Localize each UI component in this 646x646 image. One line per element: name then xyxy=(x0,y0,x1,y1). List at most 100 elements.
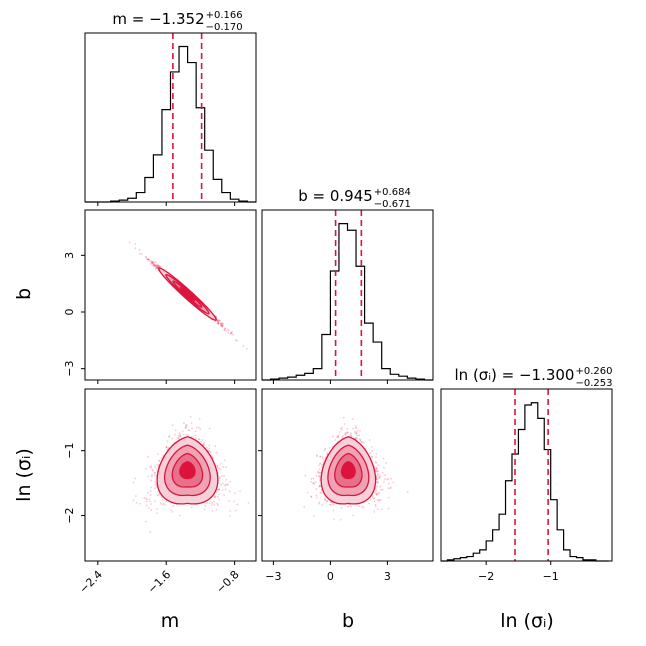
sample-point xyxy=(318,471,321,474)
sample-point xyxy=(218,467,221,470)
sample-point xyxy=(152,264,155,267)
sample-point xyxy=(377,480,379,483)
sample-point xyxy=(217,318,219,321)
y-tick-label-b: 0 xyxy=(63,309,76,316)
sample-point xyxy=(389,487,392,490)
sample-point xyxy=(377,491,380,494)
sample-point xyxy=(145,498,148,501)
sample-point xyxy=(387,487,390,490)
sample-point xyxy=(220,324,223,326)
sample-point xyxy=(223,459,226,462)
sample-point xyxy=(369,452,372,455)
sample-point xyxy=(323,449,326,452)
sample-point xyxy=(374,503,377,506)
sample-point xyxy=(227,483,229,486)
sample-point xyxy=(312,477,315,480)
sample-point xyxy=(158,264,161,267)
sample-point xyxy=(317,502,320,505)
sample-point xyxy=(147,258,150,261)
sample-point xyxy=(152,262,155,265)
title-median: 0.945 xyxy=(330,187,373,205)
sample-point xyxy=(153,471,156,474)
sample-point xyxy=(373,497,375,500)
sample-point xyxy=(374,461,377,464)
density-contour-0.5σ xyxy=(179,286,196,302)
sample-point xyxy=(224,466,227,469)
title-name: ln (σᵢ) xyxy=(455,366,497,384)
sample-point xyxy=(184,427,187,429)
sample-point xyxy=(155,468,158,470)
sample-point xyxy=(215,508,218,511)
sample-point xyxy=(227,331,229,334)
sample-point xyxy=(355,432,358,435)
sample-point xyxy=(384,478,386,480)
sample-point xyxy=(178,432,181,435)
sample-point xyxy=(152,264,155,267)
sample-point xyxy=(197,426,200,429)
sample-point xyxy=(154,500,157,503)
sample-point xyxy=(179,434,182,436)
sample-point xyxy=(362,506,365,509)
sample-point xyxy=(329,500,332,503)
title-equals: = xyxy=(127,10,149,28)
sample-point xyxy=(149,259,152,262)
y-tick-label-ln_sigma: −2 xyxy=(63,507,76,523)
sample-point xyxy=(379,485,381,488)
sample-point xyxy=(392,481,395,484)
sample-point xyxy=(213,495,216,498)
sample-point xyxy=(313,515,315,518)
sample-point xyxy=(225,329,227,332)
sample-point xyxy=(376,492,378,495)
sample-point xyxy=(362,441,365,444)
sample-point xyxy=(218,493,220,496)
sample-point xyxy=(377,464,380,467)
sample-point xyxy=(165,446,168,449)
panel-frame xyxy=(84,388,257,562)
sample-point xyxy=(182,422,185,425)
sample-point xyxy=(147,456,150,458)
sample-point xyxy=(318,484,321,487)
sample-point xyxy=(145,468,148,470)
sample-point xyxy=(361,505,364,508)
sample-point xyxy=(225,478,228,481)
title-b: b = 0.945 xyxy=(298,187,373,205)
sample-point xyxy=(223,328,226,331)
sample-point xyxy=(188,429,191,432)
sample-point xyxy=(145,257,148,260)
sample-point xyxy=(318,474,320,477)
sample-point xyxy=(156,464,159,466)
sample-point xyxy=(353,430,356,433)
sample-point xyxy=(354,424,357,427)
sample-point xyxy=(354,426,357,429)
sample-point xyxy=(321,503,324,506)
sample-point xyxy=(318,475,321,478)
title-plus-m: +0.166 xyxy=(206,10,243,21)
sample-point xyxy=(318,479,321,481)
sample-point xyxy=(140,252,143,255)
sample-point xyxy=(134,247,137,250)
sample-point xyxy=(342,416,345,419)
sample-point xyxy=(247,502,250,504)
sample-point xyxy=(219,468,222,471)
sample-point xyxy=(317,470,320,473)
sample-point xyxy=(147,491,149,494)
sample-point xyxy=(147,507,150,509)
sample-point xyxy=(214,445,217,448)
histogram-steps-m xyxy=(85,45,256,203)
sample-point xyxy=(358,438,361,440)
sample-point xyxy=(216,322,219,325)
sample-point xyxy=(150,261,153,264)
sample-point xyxy=(344,433,347,436)
sample-point xyxy=(200,440,203,443)
sample-point xyxy=(159,501,162,504)
sample-point xyxy=(368,439,371,441)
title-equals: = xyxy=(308,187,330,205)
sample-point xyxy=(219,322,222,324)
sample-point xyxy=(387,478,390,480)
sample-point xyxy=(162,502,165,505)
sample-point xyxy=(234,492,236,495)
sample-point xyxy=(229,509,232,512)
sample-point xyxy=(218,488,221,491)
sample-point xyxy=(150,473,153,476)
sample-point xyxy=(156,266,159,268)
